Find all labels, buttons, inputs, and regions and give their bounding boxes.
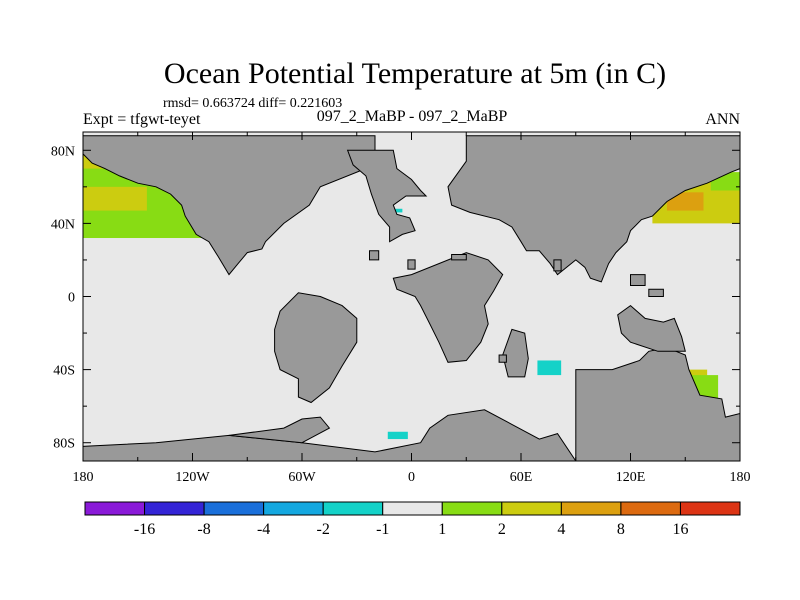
colorbar-label: -2 [317,521,330,538]
season-label: ANN [705,111,740,128]
colorbar-swatch [501,501,562,516]
colorbar-label: -1 [376,521,389,538]
colorbar-label: 2 [498,521,506,538]
axis-layer: 180 120W 60W 0 60E 120E 180 80N 40N 0 40S 80S [51,132,751,485]
anomaly-north-atlantic-speck [395,208,403,213]
land-asia [447,135,741,283]
x-tick-label: 180 [730,470,751,485]
y-tick-label: 80N [51,144,75,159]
colorbar-label: 16 [672,521,688,538]
land-europe [346,149,428,243]
chart-title: Ocean Potential Temperature at 5m (in C) [164,57,666,90]
anomaly-south-indian [537,360,562,376]
case-label: 097_2_MaBP - 097_2_MaBP [317,108,508,125]
colorbar-swatch [144,501,205,516]
colorbar-label: 1 [438,521,446,538]
colorbar-swatch [382,501,443,516]
y-tick-label: 40N [51,217,75,232]
colorbar-label: -16 [134,521,155,538]
land-antarctic-margin [228,416,331,444]
y-tick-label: 0 [68,291,75,306]
experiment-label: Expt = tfgwt-teyet [83,111,201,128]
anomaly-west-pacific-core [667,192,704,211]
x-tick-label: 60W [288,470,316,485]
land-small-island-2 [407,259,416,270]
colorbar-swatch [322,501,384,516]
colorbar-swatch [560,501,622,516]
colorbar-label: 8 [617,521,625,538]
colorbar-swatch [620,501,681,516]
colorbar-swatch [679,501,741,516]
land-small-island-5 [630,274,646,286]
x-tick-label: 120W [175,470,210,485]
y-tick-label: 80S [53,437,75,452]
x-tick-label: 60E [510,470,533,485]
land-small-island-7 [498,354,507,363]
stats-label: rmsd= 0.663724 diff= 0.221603 [163,96,342,111]
x-tick-label: 180 [73,470,94,485]
land-north-america [82,135,376,276]
land-small-island-1 [369,250,380,261]
colorbar-swatch [263,501,324,516]
land-south-america [274,292,358,404]
land-indonesia [617,304,686,352]
colorbar-swatch [84,501,146,516]
land-small-island-4 [553,259,562,272]
land-small-island-3 [451,254,467,261]
colorbar-label: -8 [197,521,210,538]
x-tick-label: 0 [408,470,415,485]
x-tick-label: 120E [616,470,646,485]
colorbar-swatch [441,501,503,516]
land-layer [82,135,741,462]
anomaly-southern-atlantic [387,431,408,440]
anomaly-north-pacific-core [83,186,147,211]
land-small-island-6 [648,288,664,297]
colorbar-swatch [203,501,265,516]
colorbar: -16 -8 -4 -2 -1 1 2 4 8 16 [84,501,741,538]
colorbar-label: -4 [257,521,270,538]
colorbar-label: 4 [557,521,565,538]
y-tick-label: 40S [53,364,75,379]
